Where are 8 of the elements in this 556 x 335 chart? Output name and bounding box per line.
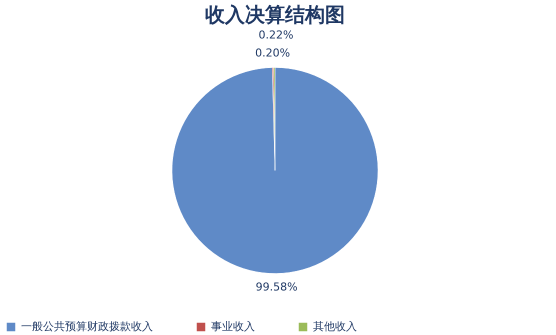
data-label: 99.58% [256, 280, 298, 294]
data-label: 0.20% [255, 46, 290, 60]
legend-label: 事业收入 [211, 320, 255, 333]
chart-title: 收入决算结构图 [205, 2, 345, 27]
pie-slice [172, 67, 378, 274]
legend-label: 其他收入 [313, 320, 357, 333]
data-label: 0.22% [258, 28, 294, 42]
legend-label: 一般公共预算财政拨款收入 [21, 320, 153, 333]
